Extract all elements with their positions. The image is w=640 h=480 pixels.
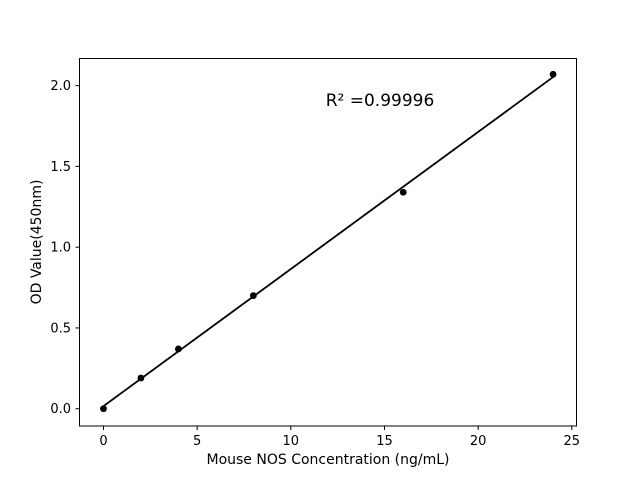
y-tick-label: 1.0 [50, 241, 71, 256]
x-tick-label: 25 [564, 434, 581, 449]
y-tick-label: 1.5 [50, 160, 71, 175]
x-tick-label: 10 [283, 434, 300, 449]
fit-line [102, 76, 554, 407]
x-tick-label: 5 [193, 434, 201, 449]
y-tick-label: 0.0 [50, 402, 71, 417]
data-point [549, 70, 557, 78]
y-tick-label: 0.5 [50, 321, 71, 336]
data-point [399, 188, 407, 196]
y-tick-label: 2.0 [50, 79, 71, 94]
y-axis-label: OD Value(450nm) [29, 179, 45, 305]
plot-border [79, 58, 577, 427]
data-point [137, 374, 145, 382]
x-axis-label: Mouse NOS Concentration (ng/mL) [206, 452, 450, 468]
data-point [249, 292, 257, 300]
x-tick-label: 15 [376, 434, 393, 449]
data-point [175, 345, 182, 353]
x-tick-label: 20 [470, 434, 487, 449]
data-point [100, 405, 107, 413]
x-tick-label: 0 [99, 434, 107, 449]
r-squared-annotation: R² =0.99996 [325, 91, 435, 111]
